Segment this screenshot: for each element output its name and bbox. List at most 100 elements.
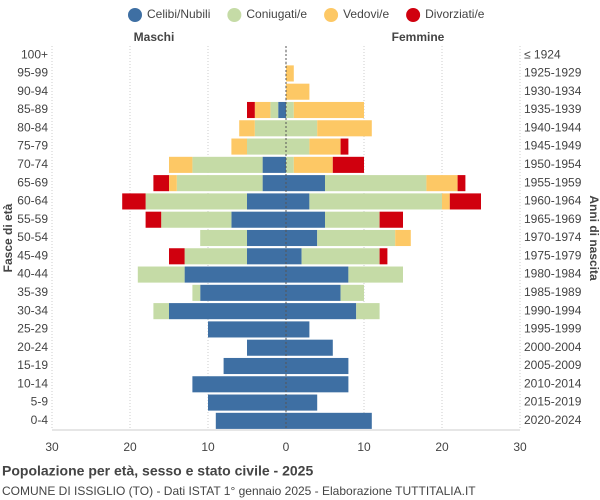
bar-male [270,101,279,119]
y-tick-label: 55-59 [17,212,48,226]
bar-male [161,211,232,228]
x-tick-label: 10 [201,440,215,454]
bar-female [325,211,380,228]
bar-female [286,156,294,173]
left-label: Maschi [134,30,175,44]
y-tick-label: 30-34 [17,303,48,317]
bar-female [301,248,380,265]
legend-marker [406,8,421,22]
y-tick-label: 0-4 [31,413,49,427]
y2-tick-label: 1970-1974 [524,230,582,244]
bar-male [247,101,255,119]
bar-female [286,284,341,301]
y-tick-label: 75-79 [17,139,48,153]
bar-female [449,193,481,210]
y2-axis-label: Anni di nascita [587,195,600,281]
y-tick-label: 45-49 [17,248,48,262]
bar-female [379,211,403,228]
bar-male [278,101,286,119]
x-tick-label: 20 [435,440,449,454]
bar-female [286,175,325,192]
y-tick-label: 50-54 [17,230,48,244]
bar-female [286,357,349,375]
legend-marker [324,8,339,22]
bar-female [286,83,310,100]
bar-female [286,120,318,137]
bar-male [247,138,286,155]
y-axis-label: Fasce di età [1,203,15,272]
bar-male [208,321,286,338]
bar-female [286,248,302,265]
bar-male [153,175,169,192]
legend-label: Vedovi/e [343,7,389,21]
legend-label: Celibi/Nubili [147,7,210,21]
bar-female [309,138,341,155]
y-tick-label: 85-89 [17,102,48,116]
bar-female [325,175,427,192]
chart-title: Popolazione per età, sesso e stato civil… [2,463,313,479]
y2-tick-label: 1950-1954 [524,157,582,171]
bar-female [286,394,318,411]
y-tick-label: 20-24 [17,340,48,354]
bar-male [223,357,286,375]
bar-female [348,266,403,283]
bar-male [169,156,193,173]
bar-female [457,175,466,192]
bar-female [286,321,310,338]
y-tick-label: 35-39 [17,285,48,299]
bar-male [215,412,286,429]
bar-male [208,394,286,411]
bar-female [309,193,442,210]
y-tick-label: 40-44 [17,267,48,281]
bar-male [247,248,286,265]
x-tick-label: 30 [45,440,59,454]
y2-tick-label: 1940-1944 [524,120,582,134]
bar-male [122,193,146,210]
bar-female [340,284,364,301]
bar-female [293,101,364,119]
bar-male [176,175,263,192]
bar-male [262,156,286,173]
y-tick-label: 25-29 [17,322,48,336]
bar-male [184,266,286,283]
bar-female [317,120,372,137]
y2-tick-label: 2005-2009 [524,358,582,372]
y2-tick-label: 1930-1934 [524,84,582,98]
bar-female [286,376,349,393]
y-tick-label: 95-99 [17,66,48,80]
bar-female [442,193,450,210]
legend-label: Divorziati/e [425,7,485,21]
bar-male [254,101,271,119]
bar-female [286,193,310,210]
y2-tick-label: ≤ 1924 [524,47,561,61]
bar-male [254,120,286,137]
y-tick-label: 15-19 [17,358,48,372]
bar-male [247,339,286,356]
bar-male [192,156,263,173]
y-tick-label: 65-69 [17,175,48,189]
bar-male [137,266,185,283]
bar-female [332,156,364,173]
bar-female [293,156,333,173]
y2-tick-label: 2015-2019 [524,395,582,409]
y2-tick-label: 1945-1949 [524,139,582,153]
bar-male [262,175,286,192]
bar-female [317,229,396,247]
y2-tick-label: 1935-1939 [524,102,582,116]
bar-male [247,229,286,247]
x-tick-label: 10 [357,440,371,454]
y-tick-label: 90-94 [17,84,48,98]
bar-female [379,248,388,265]
y2-tick-label: 1975-1979 [524,248,582,262]
x-tick-label: 30 [513,440,527,454]
y2-tick-label: 1960-1964 [524,194,582,208]
y-tick-label: 70-74 [17,157,48,171]
bar-female [286,65,294,82]
bar-male [200,229,247,247]
y2-tick-label: 1990-1994 [524,303,582,317]
bar-male [169,303,286,320]
bar-male [184,248,247,265]
y-tick-label: 5-9 [31,395,49,409]
bar-male [192,376,286,393]
